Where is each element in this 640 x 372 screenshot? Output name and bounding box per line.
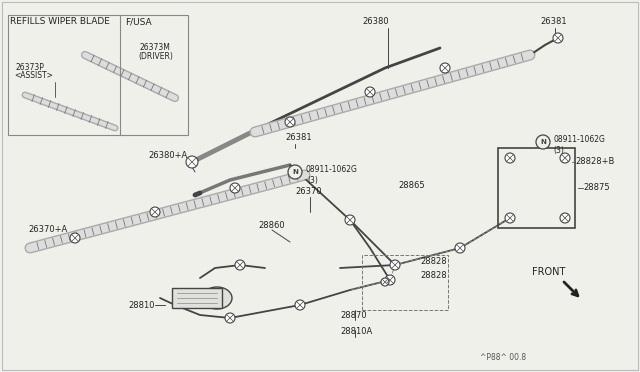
Circle shape xyxy=(285,117,295,127)
Circle shape xyxy=(536,135,550,149)
Circle shape xyxy=(381,278,389,286)
Ellipse shape xyxy=(202,287,232,309)
Text: N: N xyxy=(540,139,546,145)
Bar xyxy=(172,288,222,308)
Bar xyxy=(8,15,188,135)
Text: 28828: 28828 xyxy=(420,270,447,279)
Circle shape xyxy=(385,275,395,285)
Circle shape xyxy=(553,33,563,43)
Bar xyxy=(362,255,448,310)
Circle shape xyxy=(235,260,245,270)
Text: <ASSIST>: <ASSIST> xyxy=(14,71,53,80)
Circle shape xyxy=(230,183,240,193)
Circle shape xyxy=(455,243,465,253)
Text: 26370: 26370 xyxy=(295,187,322,196)
Text: 26373M: 26373M xyxy=(140,44,171,52)
Bar xyxy=(498,148,575,228)
Circle shape xyxy=(390,260,400,270)
Circle shape xyxy=(186,156,198,168)
Text: (3): (3) xyxy=(553,145,564,154)
Text: 28865: 28865 xyxy=(398,180,424,189)
Text: F/USA: F/USA xyxy=(125,17,152,26)
Text: 28810: 28810 xyxy=(128,301,154,310)
Text: 28828: 28828 xyxy=(420,257,447,266)
Text: 26373P: 26373P xyxy=(15,62,44,71)
Text: 26381: 26381 xyxy=(285,134,312,142)
Text: REFILLS WIPER BLADE: REFILLS WIPER BLADE xyxy=(10,17,110,26)
Circle shape xyxy=(365,87,375,97)
Text: 28860: 28860 xyxy=(258,221,285,230)
Text: ^P88^ 00.8: ^P88^ 00.8 xyxy=(480,353,526,362)
Circle shape xyxy=(505,213,515,223)
Text: FRONT: FRONT xyxy=(532,267,565,277)
Text: (DRIVER): (DRIVER) xyxy=(138,51,173,61)
Text: 28870: 28870 xyxy=(340,311,367,320)
Circle shape xyxy=(560,153,570,163)
Text: 08911-1062G: 08911-1062G xyxy=(553,135,605,144)
Text: (3): (3) xyxy=(307,176,318,185)
Text: 08911-1062G: 08911-1062G xyxy=(305,166,357,174)
Circle shape xyxy=(70,233,80,243)
Circle shape xyxy=(295,300,305,310)
Text: 28810A: 28810A xyxy=(340,327,372,337)
Circle shape xyxy=(150,207,160,217)
Text: 28875: 28875 xyxy=(583,183,610,192)
Text: 26370+A: 26370+A xyxy=(28,225,67,234)
Circle shape xyxy=(560,213,570,223)
Circle shape xyxy=(440,63,450,73)
Text: 26381: 26381 xyxy=(540,17,566,26)
Circle shape xyxy=(225,313,235,323)
Circle shape xyxy=(505,153,515,163)
Text: 28828+B: 28828+B xyxy=(575,157,614,167)
Text: 26380: 26380 xyxy=(362,17,388,26)
Text: N: N xyxy=(292,169,298,175)
Text: 26380+A: 26380+A xyxy=(148,151,188,160)
Circle shape xyxy=(288,165,302,179)
Circle shape xyxy=(345,215,355,225)
